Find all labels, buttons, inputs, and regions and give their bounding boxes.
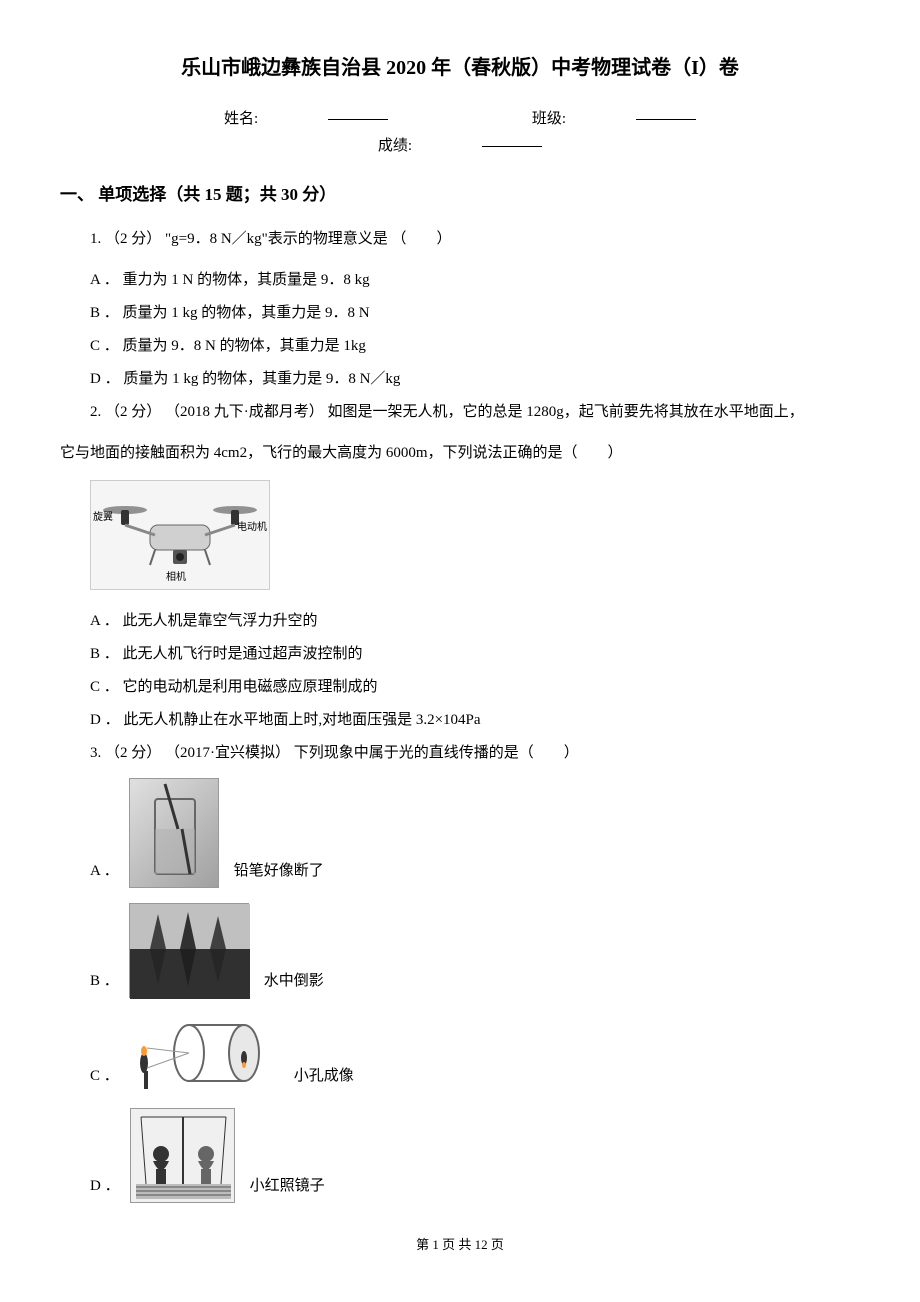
q3-option-b: B ． 水中倒影 <box>90 903 860 998</box>
q1-option-d: D ． 质量为 1 kg 的物体，其重力是 9．8 N／kg <box>90 363 860 396</box>
exam-title: 乐山市峨边彝族自治县 2020 年（春秋版）中考物理试卷（I）卷 <box>60 50 860 86</box>
q3-option-d: D ． 小红照镜子 <box>90 1108 860 1203</box>
class-field: 班级: <box>497 106 731 133</box>
q1-option-c: C ． 质量为 9．8 N 的物体，其重力是 1kg <box>90 330 860 363</box>
q3-b-text: 水中倒影 <box>264 965 324 998</box>
pinhole-image <box>129 1013 279 1093</box>
q3-option-c: C ． 小孔成像 <box>90 1013 860 1093</box>
q3-a-text: 铅笔好像断了 <box>234 855 324 888</box>
q3-c-prefix: C ． <box>90 1060 119 1093</box>
q3-d-text: 小红照镜子 <box>250 1170 325 1203</box>
drone-blade-label: 旋翼 <box>93 509 113 527</box>
drone-camera-label: 相机 <box>166 569 186 587</box>
q2-option-c: C ． 它的电动机是利用电磁感应原理制成的 <box>90 671 860 704</box>
q2-option-a: A ． 此无人机是靠空气浮力升空的 <box>90 605 860 638</box>
drone-image: 旋翼 电动机 相机 <box>90 480 270 590</box>
page-footer: 第 1 页 共 12 页 <box>60 1233 860 1256</box>
question-2-text-cont: 它与地面的接触面积为 4cm2，飞行的最大高度为 6000m，下列说法正确的是（… <box>60 437 860 470</box>
question-1-text: 1. （2 分） "g=9．8 N／kg"表示的物理意义是 （ ） <box>90 223 860 256</box>
water-reflection-image <box>129 903 249 998</box>
q2-option-b: B ． 此无人机飞行时是通过超声波控制的 <box>90 638 860 671</box>
pencil-glass-image <box>129 778 219 888</box>
drone-motor-label: 电动机 <box>237 519 267 537</box>
q1-option-a: A ． 重力为 1 N 的物体，其质量是 9．8 kg <box>90 264 860 297</box>
score-field: 成绩: <box>343 133 577 160</box>
student-info-row: 姓名: 班级: 成绩: <box>60 106 860 160</box>
q3-a-prefix: A ． <box>90 855 119 888</box>
q1-option-b: B ． 质量为 1 kg 的物体，其重力是 9．8 N <box>90 297 860 330</box>
question-3-text: 3. （2 分） （2017·宜兴模拟） 下列现象中属于光的直线传播的是（ ） <box>90 737 860 770</box>
q3-option-a: A ． 铅笔好像断了 <box>90 778 860 888</box>
name-field: 姓名: <box>189 106 423 133</box>
mirror-image <box>130 1108 235 1203</box>
q3-d-prefix: D ． <box>90 1170 120 1203</box>
q3-c-text: 小孔成像 <box>294 1060 354 1093</box>
section-header: 一、 单项选择（共 15 题；共 30 分） <box>60 180 860 211</box>
q3-b-prefix: B ． <box>90 965 119 998</box>
q2-option-d: D ． 此无人机静止在水平地面上时,对地面压强是 3.2×104Pa <box>90 704 860 737</box>
question-2-text: 2. （2 分） （2018 九下·成都月考） 如图是一架无人机，它的总是 12… <box>90 396 860 429</box>
